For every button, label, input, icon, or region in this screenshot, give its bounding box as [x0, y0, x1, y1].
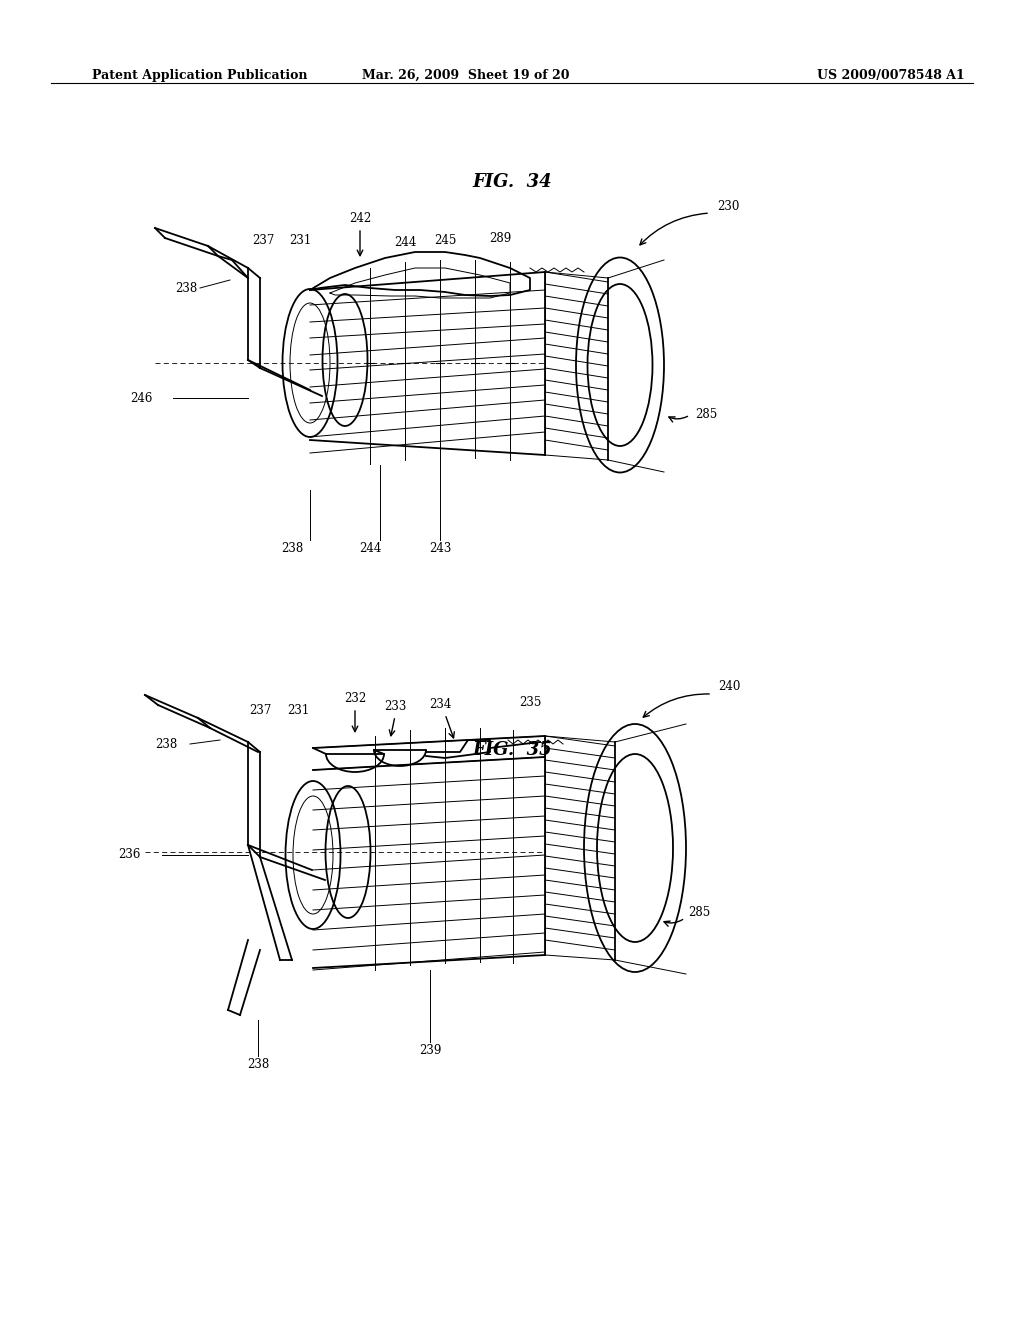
- Text: 231: 231: [289, 234, 311, 247]
- Text: 244: 244: [358, 541, 381, 554]
- Text: 289: 289: [488, 231, 511, 244]
- Text: 238: 238: [281, 541, 303, 554]
- Text: 243: 243: [429, 541, 452, 554]
- Text: Mar. 26, 2009  Sheet 19 of 20: Mar. 26, 2009 Sheet 19 of 20: [362, 69, 569, 82]
- Text: 232: 232: [344, 692, 367, 705]
- Text: 237: 237: [252, 234, 274, 247]
- Text: 239: 239: [419, 1044, 441, 1056]
- Text: FIG.  34: FIG. 34: [472, 173, 552, 191]
- Text: 246: 246: [130, 392, 153, 404]
- Text: 235: 235: [519, 696, 542, 709]
- Text: 240: 240: [718, 680, 740, 693]
- Text: US 2009/0078548 A1: US 2009/0078548 A1: [817, 69, 965, 82]
- Text: 285: 285: [695, 408, 717, 421]
- Text: 242: 242: [349, 211, 371, 224]
- Text: 234: 234: [429, 697, 452, 710]
- Text: 238: 238: [247, 1059, 269, 1072]
- Text: 233: 233: [384, 700, 407, 713]
- Text: 230: 230: [717, 201, 739, 214]
- Text: 245: 245: [434, 234, 456, 247]
- Text: 244: 244: [394, 235, 416, 248]
- Text: 238: 238: [155, 738, 177, 751]
- Text: Patent Application Publication: Patent Application Publication: [92, 69, 307, 82]
- Text: 238: 238: [175, 281, 198, 294]
- Text: 236: 236: [118, 849, 140, 862]
- Text: FIG.  35: FIG. 35: [472, 741, 552, 759]
- Text: 237: 237: [249, 704, 271, 717]
- Text: 231: 231: [287, 704, 309, 717]
- Text: 285: 285: [688, 906, 711, 919]
